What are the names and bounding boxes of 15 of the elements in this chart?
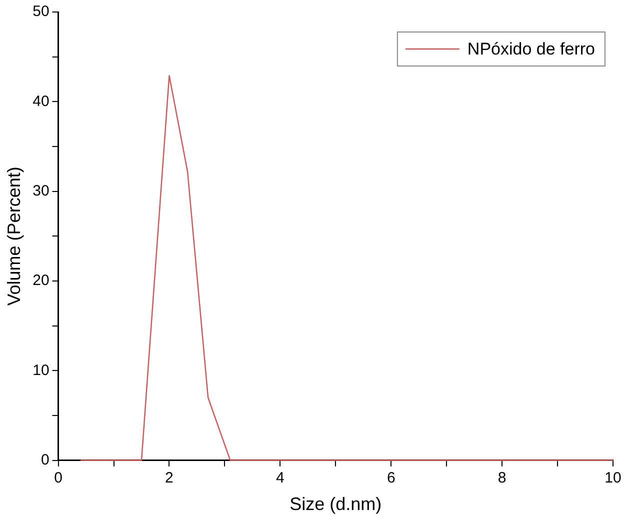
x-tick-label: 6 [386, 470, 396, 487]
legend-label: NPóxido de ferro [467, 40, 596, 59]
x-tick-label: 8 [498, 470, 506, 487]
y-tick-label: 40 [32, 92, 50, 110]
y-tick-label: 10 [32, 362, 50, 379]
x-tick-label: 0 [54, 470, 62, 487]
y-tick-label: 20 [32, 272, 50, 290]
x-tick-label: 4 [276, 470, 284, 487]
y-tick-label: 50 [32, 3, 50, 20]
y-tick-label: 0 [40, 452, 50, 469]
x-axis-title: Size (d.nm) [290, 494, 382, 514]
x-tick-label: 2 [165, 470, 174, 487]
x-tick-label: 10 [604, 470, 622, 487]
y-axis-title: Volume (Percent) [4, 166, 24, 306]
y-tick-label: 30 [32, 182, 50, 200]
